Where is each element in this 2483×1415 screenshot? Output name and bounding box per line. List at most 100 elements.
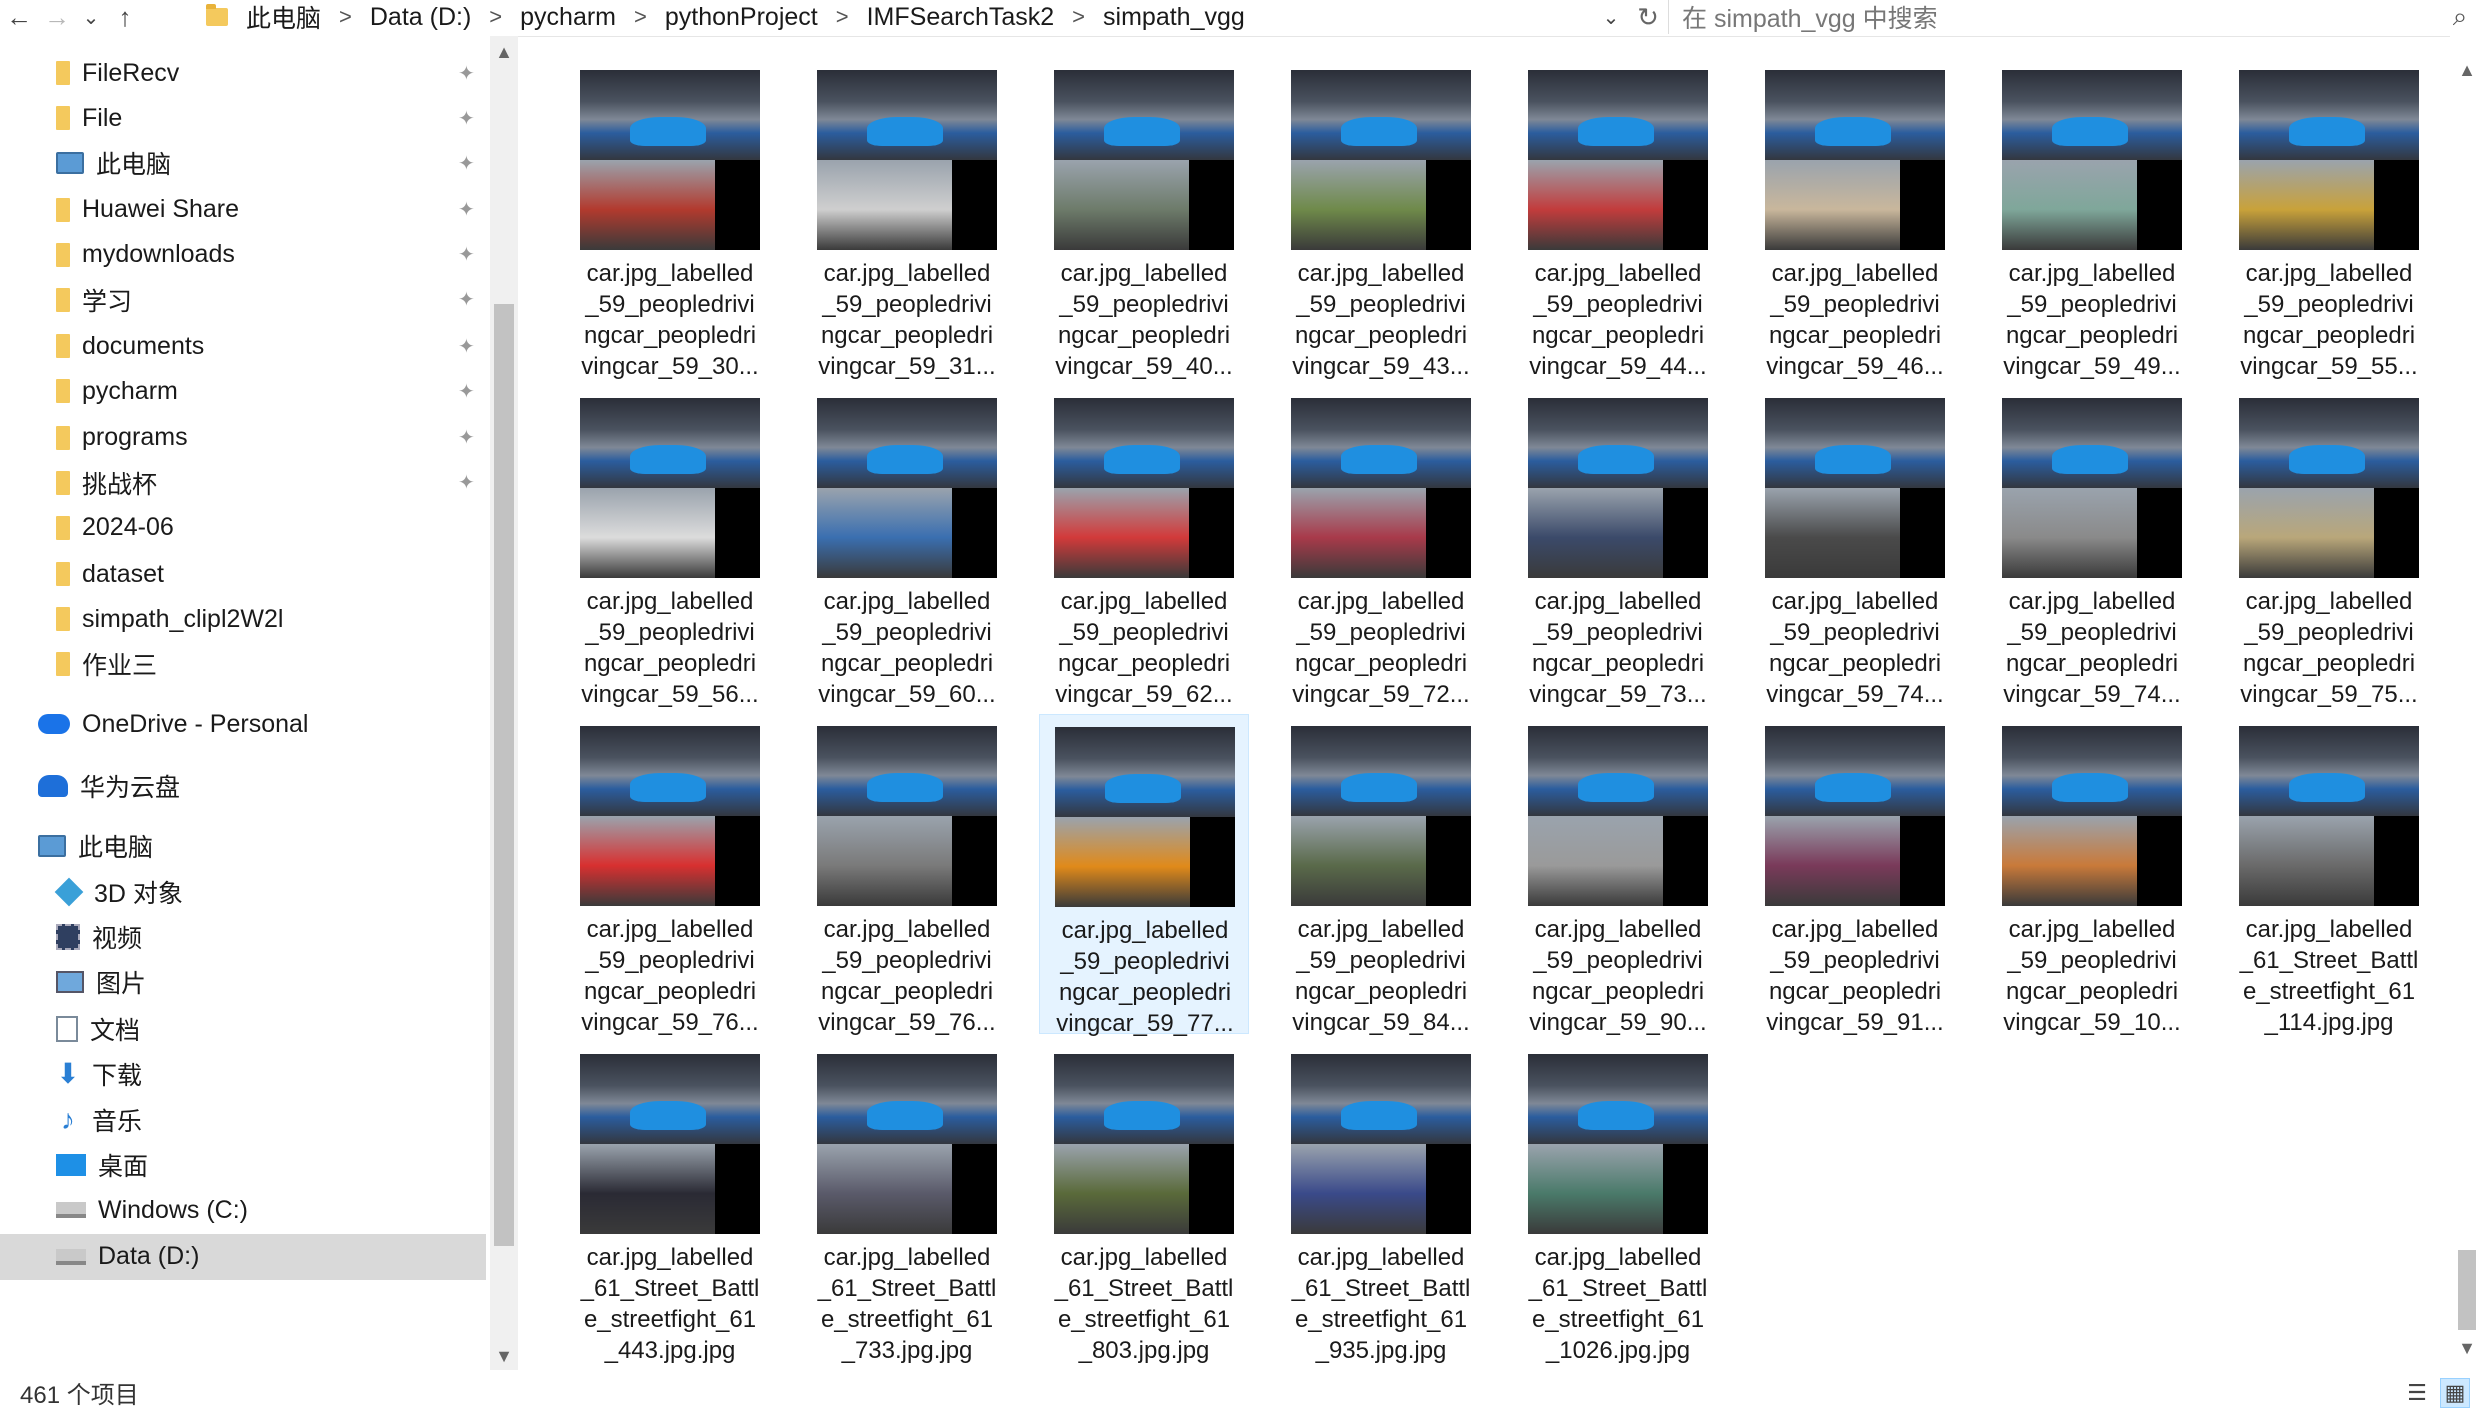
pin-icon[interactable]: ✦ [458, 289, 475, 311]
file-item[interactable]: car.jpg_labelled _61_Street_Battl e_street… [802, 1042, 1012, 1364]
pin-icon[interactable]: ✦ [458, 472, 475, 494]
file-item[interactable]: car.jpg_labelled _59_peopledrivi ngcar_peo… [1987, 386, 2197, 708]
file-item[interactable]: car.jpg_labelled _59_peopledrivi ngcar_peo… [802, 58, 1012, 380]
sidebar-item[interactable]: Data (D:) [0, 1233, 486, 1280]
sidebar-item[interactable]: pycharm ✦ [0, 368, 486, 414]
file-item[interactable]: car.jpg_labelled _59_peopledrivi ngcar_peo… [1276, 58, 1486, 380]
breadcrumb-separator-icon[interactable]: > [835, 4, 849, 29]
file-item[interactable]: car.jpg_labelled _59_peopledrivi ngcar_peo… [565, 714, 775, 1036]
breadcrumb[interactable]: 此电脑 > Data (D:) > pycharm > pythonProject > IMFS… [206, 0, 1634, 34]
address-dropdown-button[interactable]: ⌄ [1596, 0, 1626, 34]
file-name-line: ngcar_peopledri [1294, 322, 1468, 349]
file-item[interactable]: car.jpg_labelled _61_Street_Battl e_street… [1276, 1042, 1486, 1364]
sidebar-item[interactable]: 2024-06 [0, 505, 486, 551]
content-scrollbar[interactable] [2450, 36, 2483, 1368]
file-item[interactable]: car.jpg_labelled _59_peopledrivi ngcar_peo… [1039, 714, 1249, 1037]
pin-icon[interactable]: ✦ [458, 335, 475, 358]
sidebar-item[interactable]: 此电脑 ✦ [0, 140, 486, 186]
sidebar-item[interactable]: documents ✦ [0, 323, 486, 369]
search-button[interactable]: ⌕ [2440, 0, 2480, 34]
sidebar-item[interactable]: 3D 对象 [0, 869, 486, 915]
recent-locations-button[interactable]: ⌄ [76, 0, 106, 34]
file-item[interactable]: car.jpg_labelled _59_peopledrivi ngcar_peo… [1513, 714, 1723, 1036]
breadcrumb-separator-icon[interactable]: > [1072, 4, 1086, 29]
breadcrumb-item[interactable]: pycharm [520, 2, 617, 31]
sidebar-item[interactable]: simpath_clipl2W2l [0, 596, 486, 642]
file-item[interactable]: car.jpg_labelled _61_Street_Battl e_street… [1039, 1042, 1249, 1364]
back-button[interactable]: ← [0, 0, 38, 34]
sidebar-item[interactable]: ♪ 音乐 [0, 1097, 486, 1143]
sidebar-item[interactable]: Windows (C:) [0, 1187, 486, 1233]
file-item[interactable]: car.jpg_labelled _61_Street_Battl e_street… [2224, 714, 2434, 1036]
pin-icon[interactable]: ✦ [458, 152, 475, 175]
file-item[interactable]: car.jpg_labelled _59_peopledrivi ngcar_peo… [802, 714, 1012, 1036]
sidebar-item[interactable]: programs ✦ [0, 415, 486, 461]
breadcrumb-separator-icon[interactable]: > [339, 4, 352, 29]
sidebar-item[interactable]: 桌面 [0, 1142, 486, 1188]
file-item[interactable]: car.jpg_labelled _59_peopledrivi ngcar_peo… [565, 386, 775, 708]
pin-icon[interactable]: ✦ [458, 427, 475, 449]
sidebar-item[interactable]: 挑战杯 ✦ [0, 460, 486, 506]
forward-button[interactable]: → [38, 0, 76, 34]
file-item[interactable]: car.jpg_labelled _59_peopledrivi ngcar_peo… [1039, 58, 1249, 380]
sidebar-item[interactable]: 图片 [0, 959, 486, 1005]
large-icons-view-button[interactable]: ▦ [2440, 1378, 2470, 1408]
scroll-up-arrow-icon[interactable]: ▲ [495, 41, 513, 62]
file-name-line: vingcar_59_10... [2003, 1009, 2181, 1036]
file-item[interactable]: car.jpg_labelled _59_peopledrivi ngcar_peo… [802, 386, 1012, 708]
file-item[interactable]: car.jpg_labelled _61_Street_Battl e_street… [1513, 1042, 1723, 1364]
sidebar-item[interactable]: dataset [0, 551, 486, 597]
pin-icon[interactable]: ✦ [458, 62, 475, 85]
up-button[interactable]: ↑ [106, 0, 144, 34]
sidebar-item[interactable]: FileRecv ✦ [0, 50, 486, 96]
breadcrumb-separator-icon[interactable]: > [489, 4, 503, 29]
file-item[interactable]: car.jpg_labelled _59_peopledrivi ngcar_peo… [1513, 386, 1723, 708]
file-item[interactable]: car.jpg_labelled _59_peopledrivi ngcar_peo… [1276, 386, 1486, 708]
sidebar-item[interactable]: Huawei Share ✦ [0, 187, 486, 233]
file-item[interactable]: car.jpg_labelled _59_peopledrivi ngcar_peo… [1039, 386, 1249, 708]
search-input[interactable]: 在 simpath_vgg 中搜索 [1670, 0, 2462, 34]
file-item[interactable]: car.jpg_labelled _61_Street_Battl e_street… [565, 1042, 775, 1364]
breadcrumb-item[interactable]: simpath_vgg [1103, 2, 1245, 31]
breadcrumb-item[interactable]: Data (D:) [369, 2, 472, 31]
file-item[interactable]: car.jpg_labelled _59_peopledrivi ngcar_peo… [1987, 58, 2197, 380]
file-item[interactable]: car.jpg_labelled _59_peopledrivi ngcar_peo… [1750, 386, 1960, 708]
pin-icon[interactable]: ✦ [458, 380, 475, 403]
file-item[interactable]: car.jpg_labelled _59_peopledrivi ngcar_peo… [1276, 714, 1486, 1036]
pin-icon[interactable]: ✦ [458, 199, 475, 221]
file-item[interactable]: car.jpg_labelled _59_peopledrivi ngcar_peo… [2224, 386, 2434, 708]
sidebar-item[interactable]: 华为云盘 [0, 763, 486, 809]
sidebar-item[interactable]: 作业三 [0, 641, 486, 687]
breadcrumb-item[interactable]: 此电脑 [246, 5, 322, 33]
file-thumbnail [817, 1054, 997, 1234]
breadcrumb-item[interactable]: pythonProject [664, 2, 818, 31]
sidebar-item[interactable]: OneDrive - Personal [0, 701, 486, 747]
refresh-button[interactable]: ↻ [1628, 0, 1669, 34]
thumbnail-black-region [1663, 160, 1708, 250]
breadcrumb-separator-icon[interactable]: > [634, 4, 647, 29]
scroll-up-arrow-icon[interactable]: ▲ [2458, 59, 2476, 80]
file-item[interactable]: car.jpg_labelled _59_peopledrivi ngcar_peo… [2224, 58, 2434, 380]
content-scrollbar-thumb[interactable] [2458, 1250, 2476, 1330]
file-item[interactable]: car.jpg_labelled _59_peopledrivi ngcar_peo… [1750, 58, 1960, 380]
file-item[interactable]: car.jpg_labelled _59_peopledrivi ngcar_peo… [1513, 58, 1723, 380]
sidebar-item[interactable]: File ✦ [0, 95, 486, 141]
pin-icon[interactable]: ✦ [458, 107, 475, 130]
details-view-button[interactable]: ☰ [2402, 1378, 2432, 1408]
scroll-down-arrow-icon[interactable]: ▼ [2458, 1337, 2476, 1358]
file-item[interactable]: car.jpg_labelled _59_peopledrivi ngcar_peo… [1750, 714, 1960, 1036]
sidebar-item[interactable]: mydownloads ✦ [0, 232, 486, 278]
breadcrumb-item[interactable]: IMFSearchTask2 [866, 2, 1055, 31]
file-item[interactable]: car.jpg_labelled _59_peopledrivi ngcar_peo… [1987, 714, 2197, 1036]
navigation-scrollbar-thumb[interactable] [494, 304, 514, 1246]
scroll-down-arrow-icon[interactable]: ▼ [495, 1345, 513, 1366]
sidebar-item[interactable]: 此电脑 [0, 823, 486, 869]
file-grid: car.jpg_labelled _59_peopledrivi ngcar_peo… [518, 36, 2448, 1368]
thumbnail-result-image [2002, 816, 2137, 906]
sidebar-item[interactable]: 视频 [0, 914, 486, 960]
pin-icon[interactable]: ✦ [458, 244, 475, 266]
sidebar-item[interactable]: 文档 [0, 1006, 486, 1052]
sidebar-item[interactable]: 学习 ✦ [0, 277, 486, 323]
sidebar-item[interactable]: ⬇ 下载 [0, 1051, 486, 1097]
file-item[interactable]: car.jpg_labelled _59_peopledrivi ngcar_peo… [565, 58, 775, 380]
